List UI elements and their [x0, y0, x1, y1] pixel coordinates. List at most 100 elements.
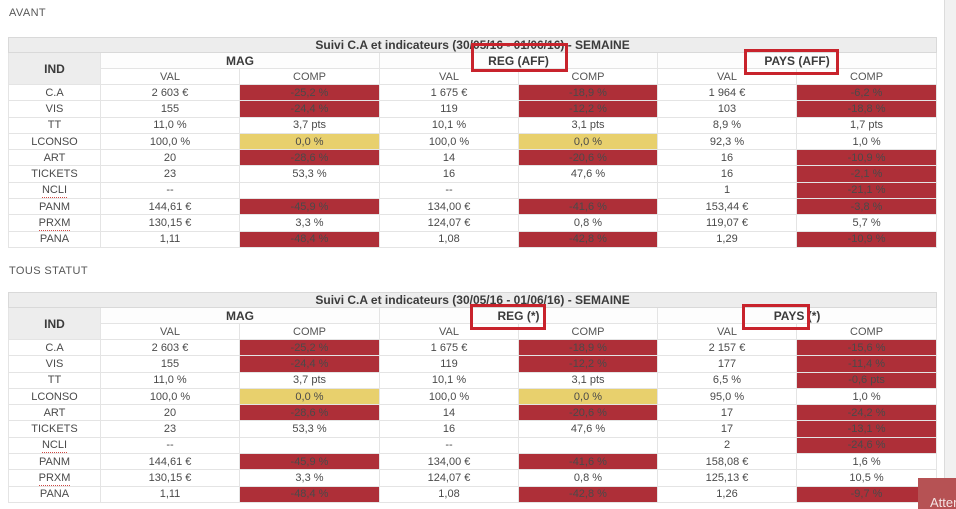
- value-cell: 177: [657, 355, 797, 373]
- value-cell: 144,61 €: [100, 453, 240, 471]
- group-header-mag: MAG: [100, 307, 380, 324]
- ind-cell: PANA: [8, 485, 101, 503]
- value-cell: 17: [657, 420, 797, 438]
- value-cell: 1 675 €: [379, 83, 519, 102]
- value-cell: -9,7 %: [795, 485, 938, 503]
- value-cell: -20,6 %: [518, 404, 658, 422]
- value-cell: 153,44 €: [657, 198, 797, 216]
- value-cell: -2,1 %: [795, 165, 938, 183]
- group-header-reg-aff: REG (AFF): [379, 52, 658, 69]
- value-cell: 1,26: [657, 485, 797, 503]
- table-row: C.A 2 603 € -25,2 % 1 675 € -18,9 % 1 964 € -6…: [8, 83, 938, 102]
- value-cell: -48,4 %: [239, 485, 380, 503]
- value-cell: 6,5 %: [657, 371, 797, 389]
- subheader-comp: COMP: [795, 323, 938, 340]
- value-cell: -28,6 %: [239, 404, 380, 422]
- value-cell: -48,4 %: [239, 230, 380, 248]
- value-cell: -0,6 pts: [795, 371, 938, 389]
- table-row: PANA 1,11 -48,4 % 1,08 -42,8 % 1,26 -9,7 %: [8, 485, 938, 503]
- value-cell: 0,8 %: [518, 469, 658, 487]
- value-cell: -24,6 %: [795, 436, 938, 455]
- value-cell: 144,61 €: [100, 198, 240, 216]
- table-row: TICKETS 23 53,3 % 16 47,6 % 16 -2,1 %: [8, 165, 938, 183]
- table-row: PRXM 130,15 €3,3 % 124,07 €0,8 % 119,07 €5,…: [8, 214, 938, 232]
- value-cell: 103: [657, 100, 797, 118]
- table-row: PANA 1,11 -48,4 % 1,08 -42,8 % 1,29 -10,9 %: [8, 230, 938, 248]
- ind-cell: VIS: [8, 355, 101, 373]
- value-cell: -20,6 %: [518, 149, 658, 167]
- value-cell: 5,7 %: [795, 214, 938, 232]
- value-cell: 0,0 %: [239, 132, 380, 151]
- value-cell: -13,1 %: [795, 420, 938, 438]
- value-cell: 3,3 %: [239, 469, 380, 487]
- value-cell: 11,0 %: [100, 371, 240, 389]
- value-cell: 158,08 €: [657, 453, 797, 471]
- value-cell: 1: [657, 181, 797, 200]
- table-row: NCLI -- -- 1 -21,1 %: [8, 181, 938, 200]
- value-cell: 10,1 %: [379, 116, 519, 134]
- value-cell: 124,07 €: [379, 469, 519, 487]
- subheader-val: VAL: [657, 323, 797, 340]
- ind-cell: PANM: [8, 198, 101, 216]
- value-cell: -21,1 %: [795, 181, 938, 200]
- group-header-pays: PAYS (*): [656, 307, 938, 324]
- value-cell: -41,6 %: [518, 198, 658, 216]
- vertical-scrollbar[interactable]: [944, 0, 956, 509]
- value-cell: -18,8 %: [795, 100, 938, 118]
- value-cell: 16: [657, 149, 797, 167]
- value-cell: 16: [379, 420, 519, 438]
- value-cell: 92,3 %: [657, 132, 797, 151]
- value-cell: -42,8 %: [518, 485, 658, 503]
- value-cell: 2 157 €: [657, 338, 797, 357]
- ind-cell: ART: [8, 149, 101, 167]
- value-cell: 14: [379, 149, 519, 167]
- table-row: TT 11,0 % 3,7 pts 10,1 % 3,1 pts 8,9 % 1,7 pts: [8, 116, 938, 134]
- value-cell: 100,0 %: [379, 387, 519, 406]
- value-cell: 16: [657, 165, 797, 183]
- value-cell: 23: [100, 165, 240, 183]
- group-header-reg: REG (*): [379, 307, 658, 324]
- table-row: TICKETS 23 53,3 % 16 47,6 % 17 -13,1 %: [8, 420, 938, 438]
- value-cell: -25,2 %: [239, 338, 380, 357]
- value-cell: 1,11: [100, 230, 240, 248]
- value-cell: 53,3 %: [239, 420, 380, 438]
- subheader-val: VAL: [100, 323, 240, 340]
- ind-cell: LCONSO: [8, 387, 101, 406]
- table-row: ART 20 -28,6 % 14 -20,6 % 16 -10,9 %: [8, 149, 938, 167]
- value-cell: 3,7 pts: [239, 116, 380, 134]
- value-cell: -18,9 %: [518, 83, 658, 102]
- ind-cell: TICKETS: [8, 420, 101, 438]
- value-cell: -24,4 %: [239, 355, 380, 373]
- value-cell: -3,8 %: [795, 198, 938, 216]
- value-cell: 17: [657, 404, 797, 422]
- value-cell: -15,6 %: [795, 338, 938, 357]
- table-title: Suivi C.A et indicateurs (30/05/16 - 01/…: [7, 292, 938, 308]
- value-cell: 1,29: [657, 230, 797, 248]
- value-cell: 0,0 %: [518, 387, 658, 406]
- value-cell: 124,07 €: [379, 214, 519, 232]
- value-cell: 100,0 %: [100, 132, 240, 151]
- subheader-comp: COMP: [795, 68, 938, 85]
- value-cell: 3,3 %: [239, 214, 380, 232]
- value-cell: [239, 436, 380, 455]
- value-cell: 130,15 €: [100, 469, 240, 487]
- value-cell: -6,2 %: [795, 83, 938, 102]
- table-row: VIS 155 -24,4 % 119 -12,2 % 103 -18,8 %: [8, 100, 938, 118]
- section-label-tous-statut: TOUS STATUT: [9, 265, 88, 277]
- table-row: PANM 144,61 € -45,9 % 134,00 € -41,6 % 153,44…: [8, 198, 938, 216]
- table-row: PANM 144,61 € -45,9 % 134,00 € -41,6 % 158,08…: [8, 453, 938, 471]
- value-cell: 1,11: [100, 485, 240, 503]
- value-cell: -10,9 %: [795, 230, 938, 248]
- value-cell: 23: [100, 420, 240, 438]
- value-cell: --: [100, 436, 240, 455]
- value-cell: 2: [657, 436, 797, 455]
- value-cell: -10,9 %: [795, 149, 938, 167]
- value-cell: -24,4 %: [239, 100, 380, 118]
- ind-cell: PANM: [8, 453, 101, 471]
- attention-toast: Atten: [918, 478, 956, 509]
- ind-cell: ART: [8, 404, 101, 422]
- value-cell: 125,13 €: [657, 469, 797, 487]
- value-cell: 155: [100, 355, 240, 373]
- subheader-val: VAL: [379, 323, 519, 340]
